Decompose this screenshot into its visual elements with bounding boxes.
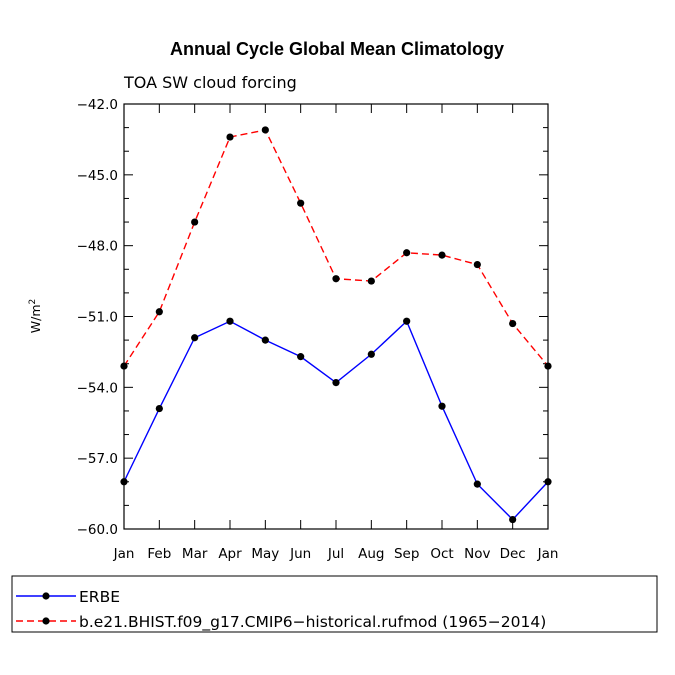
data-point <box>438 251 446 259</box>
y-tick-label: −60.0 <box>77 522 118 538</box>
data-point <box>332 379 340 387</box>
data-point <box>367 277 375 285</box>
x-tick-label: Jun <box>289 546 311 562</box>
y-tick-label: −54.0 <box>77 380 118 396</box>
series-layer <box>120 126 552 524</box>
data-point <box>226 317 234 325</box>
legend-box <box>11 575 658 633</box>
data-point <box>438 402 446 410</box>
y-tick-label: −51.0 <box>77 310 118 326</box>
data-point <box>191 218 199 226</box>
data-point <box>297 353 305 361</box>
legend-marker <box>42 617 50 625</box>
x-tick-label: Jul <box>327 546 344 562</box>
series-line <box>123 129 549 367</box>
data-point <box>403 249 411 257</box>
x-tick-label: Jan <box>537 546 559 562</box>
chart-title: Annual Cycle Global Mean Climatology <box>170 39 504 59</box>
y-axis-label: W/m2 <box>28 299 43 333</box>
data-point <box>191 334 199 342</box>
legend-marker <box>42 592 50 600</box>
x-tick-label: Sep <box>394 546 419 562</box>
plot-border <box>123 103 549 530</box>
chart-subtitle: TOA SW cloud forcing <box>123 73 297 92</box>
data-point <box>226 133 234 141</box>
data-point <box>155 404 163 413</box>
x-tick-label: Jan <box>113 546 135 562</box>
axis-ticks <box>123 103 549 530</box>
data-point <box>120 362 128 370</box>
data-point <box>473 260 481 269</box>
data-point <box>261 336 269 344</box>
data-point <box>120 478 128 486</box>
x-tick-label: Feb <box>147 546 171 562</box>
x-tick-label: Nov <box>464 546 490 562</box>
x-axis-tick-labels: Jan Feb Mar Apr May Jun Jul Aug Sep Oct Nov Dec Jan <box>113 546 559 562</box>
legend-label: ERBE <box>79 588 120 606</box>
x-tick-label: Oct <box>430 546 453 562</box>
data-point <box>473 480 481 488</box>
legend: ERBE b.e21.BHIST.f09_g17.CMIP6−historical… <box>11 575 658 633</box>
data-point <box>509 515 517 524</box>
series-1 <box>120 317 552 524</box>
series-2 <box>120 126 552 370</box>
data-point <box>261 126 269 134</box>
data-point <box>297 199 305 207</box>
series-line <box>123 320 549 521</box>
plot-area <box>123 103 549 530</box>
y-tick-label: −57.0 <box>77 451 118 467</box>
y-tick-label: −48.0 <box>77 239 118 255</box>
y-axis-tick-labels: −42.0 −45.0 −48.0 −51.0 −54.0 −57.0 −60.0 <box>77 97 118 538</box>
data-point <box>403 317 411 325</box>
data-point <box>544 478 552 486</box>
x-tick-label: Dec <box>500 546 526 562</box>
legend-label: b.e21.BHIST.f09_g17.CMIP6−historical.ruf… <box>79 613 546 632</box>
data-point <box>367 350 375 358</box>
x-tick-label: Mar <box>182 546 208 562</box>
x-tick-label: May <box>251 546 279 562</box>
y-tick-label: −45.0 <box>77 168 118 184</box>
data-point <box>332 275 340 283</box>
data-point <box>544 362 552 370</box>
data-point <box>155 308 163 316</box>
legend-item: b.e21.BHIST.f09_g17.CMIP6−historical.ruf… <box>16 613 546 632</box>
legend-item: ERBE <box>16 588 120 606</box>
data-point <box>509 319 517 328</box>
x-tick-label: Apr <box>218 546 242 562</box>
y-tick-label: −42.0 <box>77 97 118 113</box>
x-tick-label: Aug <box>358 546 384 562</box>
